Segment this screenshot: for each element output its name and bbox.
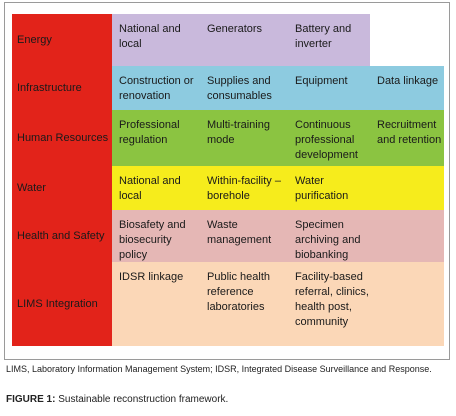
row-label: LIMS Integration <box>17 298 98 310</box>
row-label: Energy <box>17 34 52 46</box>
row-cell: Specimen archiving and biobanking <box>295 219 361 261</box>
row-cell: Equipment <box>295 75 348 87</box>
row-cell: National and local <box>119 23 181 50</box>
row-band <box>112 14 370 66</box>
row-energy: Energy National and local Generators Batter… <box>0 14 456 66</box>
figure-label: FIGURE 1: <box>6 394 56 405</box>
row-label: Human Resources <box>17 132 109 144</box>
row-cell: Waste management <box>207 219 272 246</box>
row-cell: Facility-based referral, clinics, health… <box>295 271 369 328</box>
figure-title-text: Sustainable reconstruction framework. <box>58 394 229 405</box>
row-cell: Supplies and consumables <box>207 75 272 102</box>
row-cell: National and local <box>119 175 181 202</box>
row-cell: Multi-training mode <box>207 119 270 146</box>
row-human-resources: Human Resources Professional regulation Mu… <box>0 110 456 166</box>
row-label: Infrastructure <box>17 82 82 94</box>
row-infrastructure: Infrastructure Construction or renovation… <box>0 66 456 110</box>
row-cell: Water purification <box>295 175 349 202</box>
row-band <box>112 166 444 210</box>
row-band <box>112 66 444 110</box>
row-cell: Generators <box>207 23 263 35</box>
row-cell: Recruitment and retention <box>377 119 442 146</box>
row-label: Water <box>17 182 46 194</box>
row-cell: Battery and inverter <box>295 23 352 50</box>
row-lims-integration: LIMS Integration IDSR linkage Public healt… <box>0 262 456 346</box>
row-band <box>112 262 444 346</box>
row-cell: Data linkage <box>377 75 439 87</box>
row-band <box>112 210 444 262</box>
row-cell: Construction or renovation <box>119 75 194 102</box>
row-cell: Continuous professional development <box>295 119 358 161</box>
row-cell: Within-facility – borehole <box>207 175 281 202</box>
row-cell: Biosafety and biosecurity policy <box>119 219 186 261</box>
row-label: Health and Safety <box>17 230 105 242</box>
row-health-and-safety: Health and Safety Biosafety and biosecuri… <box>0 210 456 262</box>
row-band <box>112 110 444 166</box>
category-column <box>12 14 112 346</box>
row-cell: Professional regulation <box>119 119 180 146</box>
row-water: Water National and local Within-facility –… <box>0 166 456 210</box>
figure-caption: LIMS, Laboratory Information Management … <box>6 364 432 374</box>
row-cell: IDSR linkage <box>119 271 184 283</box>
figure-title: FIGURE 1: Sustainable reconstruction fra… <box>6 394 228 405</box>
row-cell: Public health reference laboratories <box>207 271 270 313</box>
